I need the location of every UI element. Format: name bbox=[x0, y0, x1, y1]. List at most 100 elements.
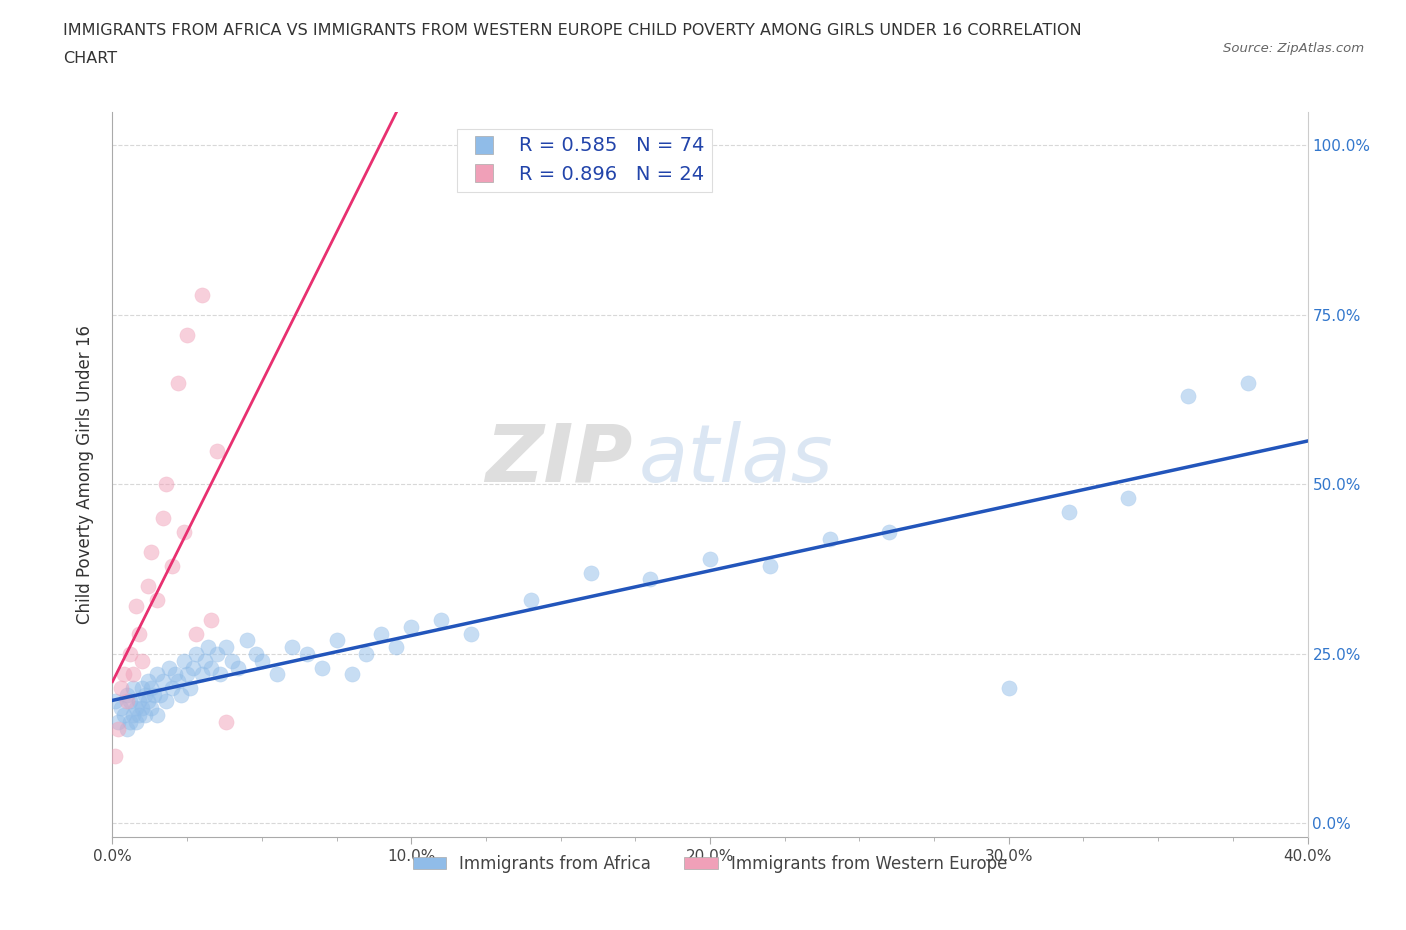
Point bbox=[1177, 389, 1199, 404]
Point bbox=[117, 687, 139, 702]
Point bbox=[138, 578, 160, 593]
Point bbox=[401, 619, 423, 634]
Point bbox=[194, 653, 217, 668]
Point bbox=[173, 653, 195, 668]
Point bbox=[818, 531, 841, 546]
Point bbox=[191, 667, 214, 682]
Point bbox=[120, 646, 142, 661]
Point bbox=[430, 613, 453, 628]
Point bbox=[125, 700, 148, 715]
Point bbox=[226, 660, 249, 675]
Point bbox=[125, 714, 148, 729]
Point bbox=[998, 681, 1021, 696]
Point bbox=[125, 599, 148, 614]
Point bbox=[176, 328, 198, 343]
Point bbox=[141, 681, 163, 696]
Point bbox=[110, 700, 132, 715]
Point bbox=[759, 558, 782, 573]
Point bbox=[311, 660, 333, 675]
Point bbox=[176, 667, 198, 682]
Text: ZIP: ZIP bbox=[485, 420, 633, 498]
Point bbox=[181, 660, 204, 675]
Point bbox=[141, 545, 163, 560]
Point bbox=[114, 667, 135, 682]
Point bbox=[340, 667, 363, 682]
Point bbox=[173, 525, 195, 539]
Point bbox=[128, 626, 150, 641]
Point bbox=[131, 653, 153, 668]
Point bbox=[1237, 376, 1260, 391]
Point bbox=[520, 592, 543, 607]
Y-axis label: Child Poverty Among Girls Under 16: Child Poverty Among Girls Under 16 bbox=[76, 325, 94, 624]
Point bbox=[640, 572, 662, 587]
Point bbox=[266, 667, 288, 682]
Point bbox=[122, 681, 145, 696]
Point bbox=[221, 653, 243, 668]
Point bbox=[385, 640, 408, 655]
Point bbox=[281, 640, 304, 655]
Text: CHART: CHART bbox=[63, 51, 117, 66]
Point bbox=[215, 714, 238, 729]
Point bbox=[215, 640, 238, 655]
Point bbox=[186, 626, 208, 641]
Point bbox=[107, 721, 129, 736]
Point bbox=[205, 646, 228, 661]
Point bbox=[138, 694, 160, 709]
Point bbox=[245, 646, 267, 661]
Point bbox=[157, 660, 180, 675]
Point bbox=[141, 700, 163, 715]
Text: Source: ZipAtlas.com: Source: ZipAtlas.com bbox=[1223, 42, 1364, 55]
Point bbox=[209, 667, 232, 682]
Point bbox=[155, 477, 177, 492]
Point bbox=[162, 558, 183, 573]
Point bbox=[117, 694, 139, 709]
Point bbox=[197, 640, 219, 655]
Point bbox=[236, 633, 259, 648]
Point bbox=[165, 667, 187, 682]
Point bbox=[131, 700, 153, 715]
Point bbox=[152, 673, 174, 688]
Point bbox=[152, 511, 174, 525]
Point bbox=[138, 673, 160, 688]
Point bbox=[1057, 504, 1080, 519]
Text: IMMIGRANTS FROM AFRICA VS IMMIGRANTS FROM WESTERN EUROPE CHILD POVERTY AMONG GIR: IMMIGRANTS FROM AFRICA VS IMMIGRANTS FRO… bbox=[63, 23, 1081, 38]
Point bbox=[250, 653, 273, 668]
Point bbox=[114, 708, 135, 723]
Point bbox=[117, 721, 139, 736]
Point bbox=[146, 667, 169, 682]
Point bbox=[167, 673, 190, 688]
Point bbox=[122, 667, 145, 682]
Point bbox=[295, 646, 318, 661]
Point bbox=[162, 681, 183, 696]
Point bbox=[170, 687, 193, 702]
Text: atlas: atlas bbox=[638, 420, 834, 498]
Point bbox=[370, 626, 392, 641]
Point bbox=[146, 592, 169, 607]
Point bbox=[179, 681, 201, 696]
Point bbox=[128, 694, 150, 709]
Point bbox=[149, 687, 172, 702]
Point bbox=[110, 681, 132, 696]
Point bbox=[579, 565, 602, 580]
Point bbox=[120, 694, 142, 709]
Point bbox=[120, 714, 142, 729]
Point bbox=[191, 287, 214, 302]
Point bbox=[1118, 491, 1140, 506]
Legend: Immigrants from Africa, Immigrants from Western Europe: Immigrants from Africa, Immigrants from … bbox=[406, 848, 1014, 880]
Point bbox=[205, 443, 228, 458]
Point bbox=[107, 714, 129, 729]
Point bbox=[186, 646, 208, 661]
Point bbox=[104, 749, 127, 764]
Point bbox=[104, 694, 127, 709]
Point bbox=[143, 687, 166, 702]
Point bbox=[134, 708, 156, 723]
Point bbox=[155, 694, 177, 709]
Point bbox=[167, 376, 190, 391]
Point bbox=[879, 525, 901, 539]
Point bbox=[134, 687, 156, 702]
Point bbox=[131, 681, 153, 696]
Point bbox=[128, 708, 150, 723]
Point bbox=[122, 708, 145, 723]
Point bbox=[699, 551, 721, 566]
Point bbox=[146, 708, 169, 723]
